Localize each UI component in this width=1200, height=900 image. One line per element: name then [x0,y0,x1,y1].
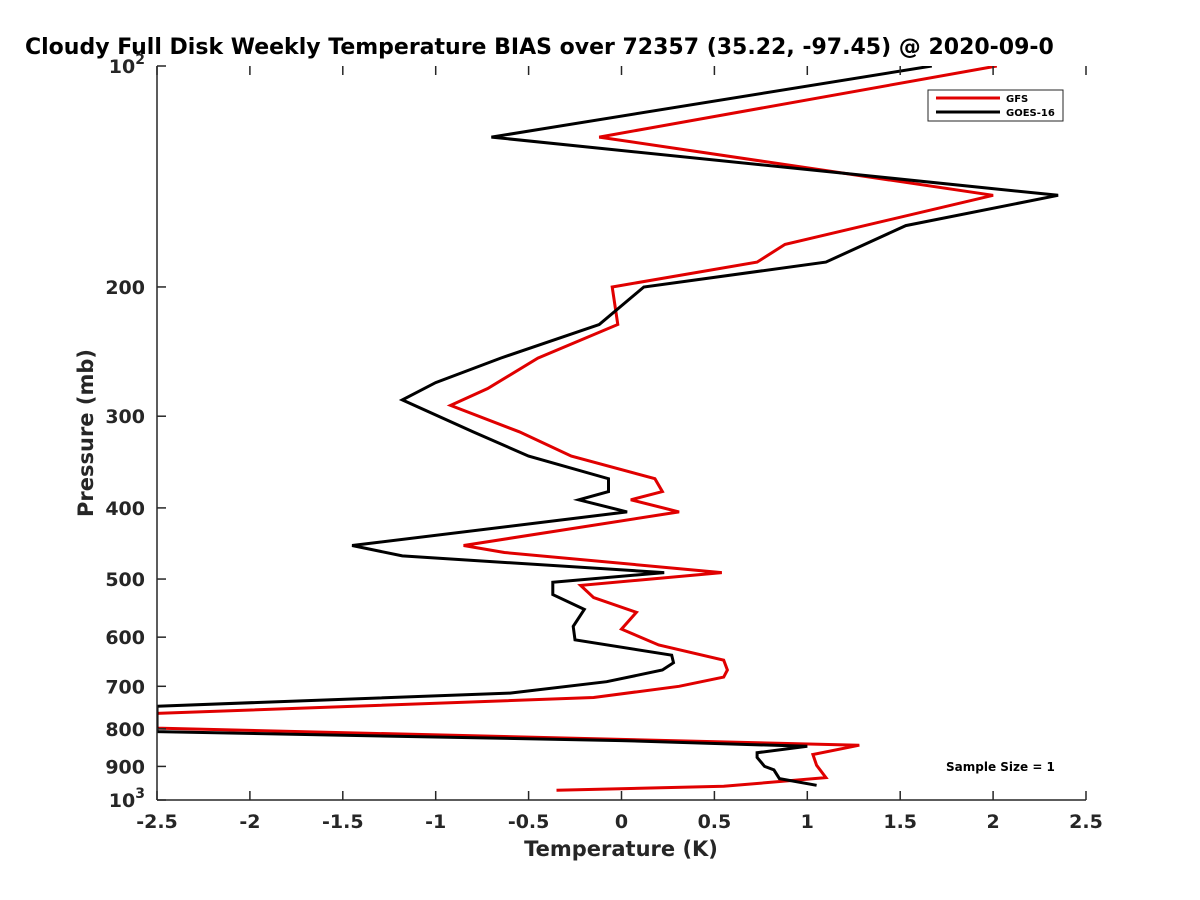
y-tick-label: 900 [105,756,145,778]
y-tick-label: 500 [105,569,145,591]
plot-area [157,66,1086,800]
x-tick-label: 2.5 [1069,811,1103,833]
y-tick-label: 200 [105,277,145,299]
y-axis-label: Pressure (mb) [74,349,98,517]
y-tick-label: 600 [105,627,145,649]
y-tick-label: 103 [109,786,145,812]
x-tick-label: -2 [239,811,260,833]
x-axis-label: Temperature (K) [524,837,718,861]
series-layer [157,66,1059,792]
legend-label: GFS [1006,94,1028,105]
chart-title: Cloudy Full Disk Weekly Temperature BIAS… [25,35,1054,60]
x-tick-label: -1.5 [322,811,364,833]
y-tick-label: 300 [105,406,145,428]
x-tick-label: -1 [425,811,446,833]
sample-size-annotation: Sample Size = 1 [946,760,1055,774]
x-tick-label: -0.5 [508,811,550,833]
x-tick-label: 1.5 [883,811,917,833]
legend: GFS GOES-16 [927,89,1064,122]
tick-labels: -2.5 -2 -1.5 -1 -0.5 0 0.5 1 1.5 2 2.5 102 200 300 400… [105,52,1103,833]
series-line-goes-16 [157,66,1059,787]
y-tick-label: 102 [109,52,145,78]
legend-box [927,89,1064,122]
x-tick-label: -2.5 [136,811,178,833]
x-tick-label: 2 [986,811,999,833]
x-tick-label: 0 [615,811,628,833]
legend-label: GOES-16 [1006,108,1055,119]
x-tick-label: 0.5 [698,811,732,833]
y-tick-label: 800 [105,719,145,741]
y-tick-label: 400 [105,498,145,520]
x-tick-label: 1 [801,811,814,833]
y-tick-label: 700 [105,676,145,698]
series-line-gfs [157,66,998,792]
